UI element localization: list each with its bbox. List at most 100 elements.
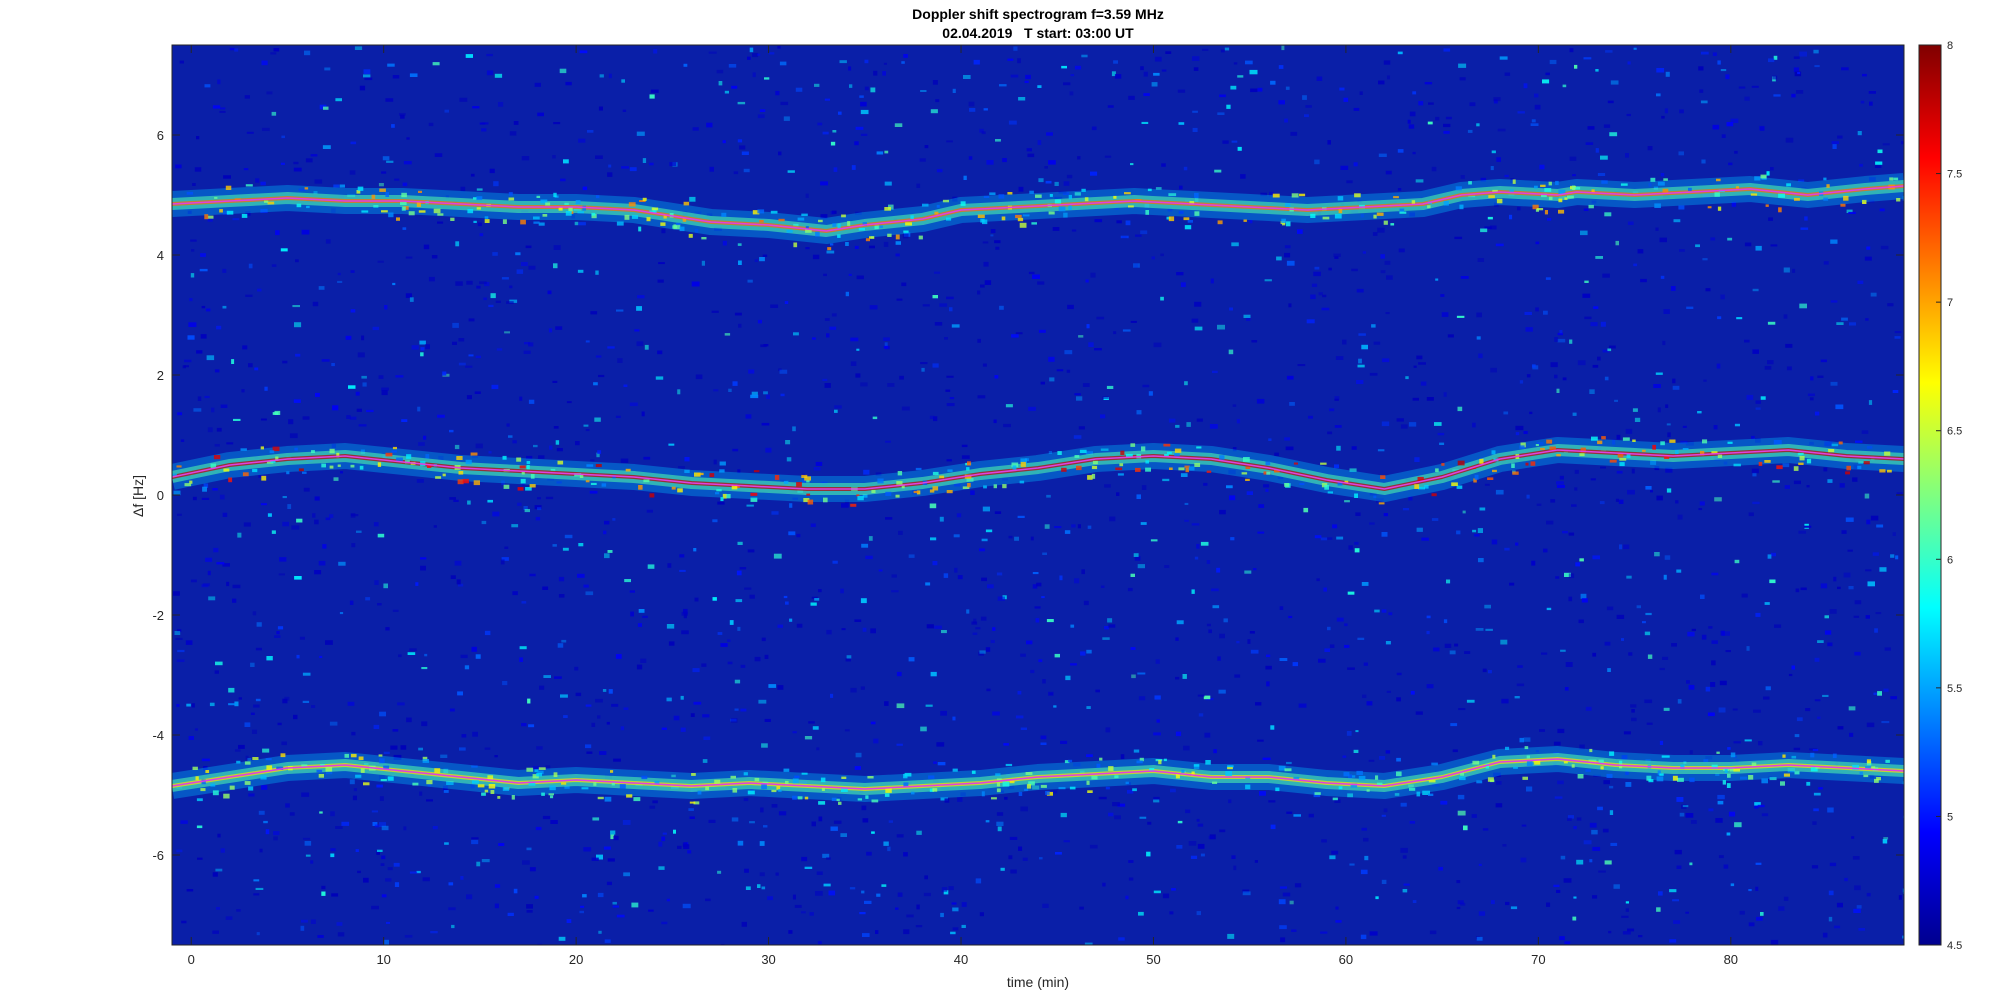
noise-speckle <box>428 122 434 127</box>
noise-speckle <box>528 724 535 728</box>
noise-speckle <box>768 684 777 688</box>
band-speckle <box>1431 762 1438 766</box>
noise-speckle <box>474 391 481 394</box>
noise-speckle <box>840 588 844 594</box>
noise-speckle <box>804 866 813 869</box>
noise-speckle <box>1035 618 1040 623</box>
noise-speckle <box>709 166 714 172</box>
noise-speckle <box>897 892 903 897</box>
noise-speckle <box>419 340 426 345</box>
noise-speckle <box>749 821 755 824</box>
band-speckle <box>783 480 789 484</box>
noise-speckle <box>1005 404 1013 408</box>
noise-speckle <box>1017 690 1022 695</box>
noise-speckle <box>692 668 700 673</box>
band-speckle <box>1828 449 1835 453</box>
noise-speckle <box>1233 865 1237 871</box>
band-speckle <box>568 207 573 212</box>
noise-speckle <box>763 825 768 828</box>
noise-speckle <box>1178 122 1185 125</box>
noise-speckle <box>673 715 680 721</box>
noise-speckle <box>1044 166 1048 169</box>
noise-speckle <box>1426 397 1434 401</box>
noise-speckle <box>492 252 498 256</box>
noise-speckle <box>631 902 639 908</box>
band-speckle <box>1443 200 1449 206</box>
noise-speckle <box>199 268 208 272</box>
band-speckle <box>228 477 233 483</box>
band-speckle <box>1399 211 1407 214</box>
noise-speckle <box>475 443 483 449</box>
noise-speckle <box>250 712 255 715</box>
noise-speckle <box>662 832 667 835</box>
noise-speckle <box>731 718 738 723</box>
noise-speckle <box>817 122 823 126</box>
noise-speckle <box>1658 891 1663 896</box>
noise-speckle <box>1580 230 1588 236</box>
noise-speckle <box>1550 499 1556 503</box>
noise-speckle <box>1490 900 1495 905</box>
band-speckle <box>932 486 939 491</box>
noise-speckle <box>1015 332 1023 335</box>
noise-speckle <box>1495 243 1504 247</box>
noise-speckle <box>1140 522 1147 525</box>
band-speckle <box>377 462 382 467</box>
noise-speckle <box>968 156 973 160</box>
band-speckle <box>1417 476 1424 482</box>
band-speckle <box>911 791 915 795</box>
band-speckle <box>1865 766 1871 769</box>
noise-speckle <box>1621 755 1628 760</box>
noise-speckle <box>420 557 427 560</box>
noise-speckle <box>1536 503 1542 506</box>
noise-speckle <box>189 298 193 302</box>
noise-speckle <box>271 111 277 116</box>
noise-speckle <box>934 625 942 629</box>
noise-speckle <box>1027 153 1035 158</box>
noise-speckle <box>420 352 424 357</box>
noise-speckle <box>471 646 477 652</box>
band-speckle <box>1119 463 1124 467</box>
noise-speckle <box>1644 699 1653 704</box>
noise-speckle <box>1626 113 1631 117</box>
noise-speckle <box>728 64 737 68</box>
noise-speckle <box>511 524 519 528</box>
band-speckle <box>836 798 840 802</box>
noise-speckle <box>1623 544 1630 550</box>
noise-speckle <box>1827 479 1833 483</box>
noise-speckle <box>1380 270 1386 274</box>
noise-speckle <box>1609 810 1614 815</box>
noise-speckle <box>484 282 490 287</box>
noise-speckle <box>1183 745 1190 751</box>
band-speckle <box>1079 449 1087 453</box>
noise-speckle <box>1327 491 1333 494</box>
noise-speckle <box>995 139 1001 142</box>
noise-speckle <box>1394 793 1400 796</box>
noise-speckle <box>204 395 210 399</box>
noise-speckle <box>1460 175 1465 179</box>
noise-speckle <box>1408 124 1415 129</box>
band-speckle <box>1441 463 1445 466</box>
noise-speckle <box>884 181 892 186</box>
noise-speckle <box>437 414 445 418</box>
noise-speckle <box>381 855 386 860</box>
band-speckle <box>1845 471 1850 475</box>
band-speckle <box>720 497 724 502</box>
noise-speckle <box>1557 332 1563 336</box>
noise-speckle <box>648 909 654 912</box>
noise-speckle <box>1510 178 1515 184</box>
noise-speckle <box>744 587 752 590</box>
noise-speckle <box>585 744 592 749</box>
noise-speckle <box>924 145 929 149</box>
band-speckle <box>226 210 234 215</box>
noise-speckle <box>1376 498 1384 503</box>
band-speckle <box>1815 766 1820 769</box>
noise-speckle <box>1740 776 1748 780</box>
noise-speckle <box>1204 732 1211 738</box>
band-speckle <box>929 489 935 493</box>
noise-speckle <box>982 241 989 244</box>
noise-speckle <box>207 427 213 433</box>
band-speckle <box>616 221 624 226</box>
noise-speckle <box>1037 85 1042 88</box>
noise-speckle <box>476 861 481 867</box>
noise-speckle <box>1760 396 1766 400</box>
